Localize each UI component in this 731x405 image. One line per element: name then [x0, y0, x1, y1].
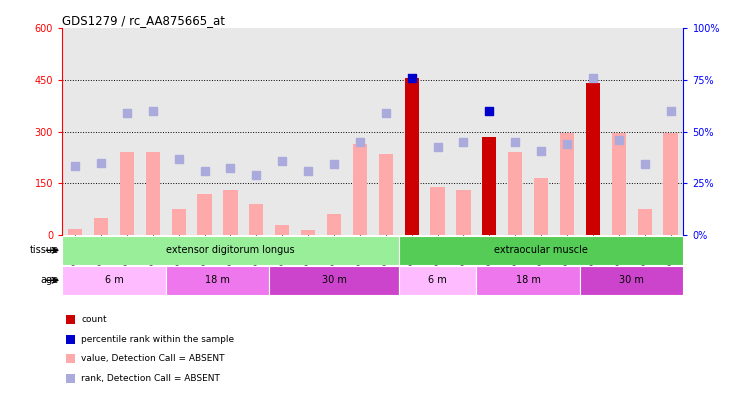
Text: 30 m: 30 m [619, 275, 644, 285]
Text: 6 m: 6 m [428, 275, 447, 285]
Text: 18 m: 18 m [205, 275, 230, 285]
Bar [120, 152, 134, 235]
Point [302, 168, 314, 175]
Point [121, 109, 133, 116]
Bar [62, 236, 398, 265]
Point [328, 161, 340, 168]
Point [173, 156, 184, 162]
Bar [586, 83, 600, 235]
Bar [145, 152, 160, 235]
Bar [398, 236, 683, 265]
Bar [431, 187, 444, 235]
Text: 30 m: 30 m [322, 275, 346, 285]
Bar [172, 209, 186, 235]
Point [561, 141, 573, 147]
Text: extraocular muscle: extraocular muscle [494, 245, 588, 255]
Bar [612, 133, 626, 235]
Bar [482, 137, 496, 235]
Text: count: count [81, 315, 107, 324]
Point [639, 161, 651, 168]
Point [380, 109, 392, 116]
Point [664, 108, 676, 114]
Text: tissue: tissue [29, 245, 58, 255]
Text: value, Detection Call = ABSENT: value, Detection Call = ABSENT [81, 354, 224, 363]
Point [458, 139, 469, 145]
Point [510, 139, 521, 145]
Bar [166, 266, 269, 295]
Bar [560, 133, 574, 235]
Point [95, 160, 107, 166]
Bar [379, 154, 393, 235]
Bar [534, 178, 548, 235]
Bar [62, 266, 166, 295]
Point [406, 75, 417, 81]
Point [199, 168, 211, 175]
Point [354, 139, 366, 145]
Bar [94, 218, 108, 235]
Point [535, 147, 547, 154]
Bar [301, 230, 315, 235]
Point [69, 163, 81, 169]
Point [613, 137, 624, 143]
Bar [664, 133, 678, 235]
Point [276, 158, 288, 164]
Text: age: age [40, 275, 58, 285]
Bar [327, 214, 341, 235]
Bar [637, 209, 652, 235]
Text: extensor digitorum longus: extensor digitorum longus [166, 245, 295, 255]
Point [224, 164, 236, 171]
Point [587, 75, 599, 81]
Text: percentile rank within the sample: percentile rank within the sample [81, 335, 234, 344]
Bar [508, 152, 523, 235]
Bar [269, 266, 398, 295]
Point [432, 144, 444, 150]
Point [147, 108, 159, 114]
Bar [580, 266, 683, 295]
Bar [68, 229, 82, 235]
Text: GDS1279 / rc_AA875665_at: GDS1279 / rc_AA875665_at [62, 14, 225, 27]
Bar [197, 194, 212, 235]
Bar [275, 224, 289, 235]
Bar [249, 204, 263, 235]
Point [251, 171, 262, 178]
Text: rank, Detection Call = ABSENT: rank, Detection Call = ABSENT [81, 374, 220, 383]
Bar [398, 266, 477, 295]
Bar [404, 78, 419, 235]
Point [483, 108, 495, 114]
Text: 6 m: 6 m [105, 275, 124, 285]
Bar [223, 190, 238, 235]
Bar [456, 190, 471, 235]
Bar [477, 266, 580, 295]
Bar [353, 144, 367, 235]
Text: 18 m: 18 m [515, 275, 541, 285]
